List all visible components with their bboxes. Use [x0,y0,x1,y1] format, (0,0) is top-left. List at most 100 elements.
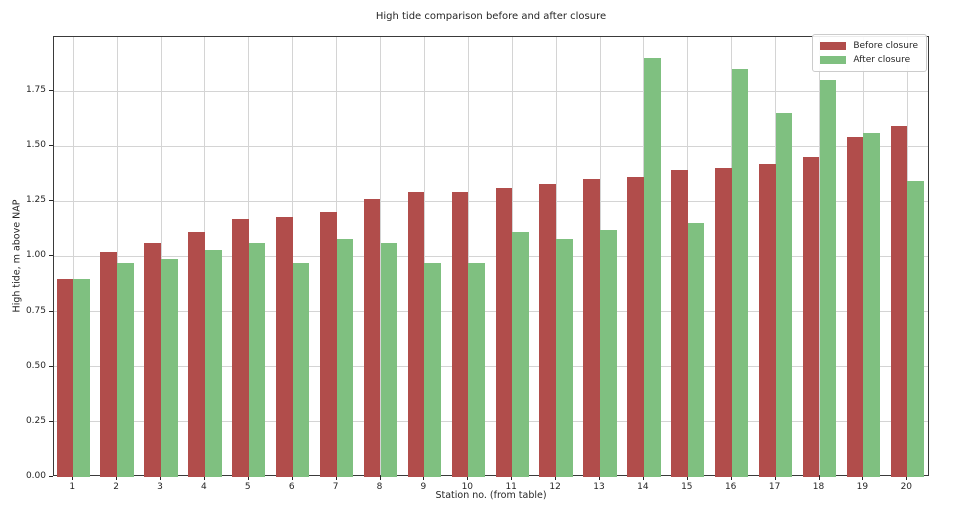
bar-before-closure-station-2 [100,252,118,477]
x-tick-mark [203,476,205,480]
grid-line-vertical [467,37,469,475]
x-tick-label: 15 [681,482,693,492]
bar-before-closure-station-3 [144,243,161,477]
bar-after-closure-station-18 [819,80,837,477]
grid-line-horizontal [54,145,928,147]
bar-before-closure-station-16 [715,168,732,477]
y-tick-label: 1.75 [25,85,46,96]
legend-swatch-before-closure [820,42,847,50]
x-tick-mark [423,476,425,480]
bar-after-closure-station-7 [336,238,354,477]
x-axis-label: Station no. (from table) [435,490,547,501]
y-tick-label: 1.50 [25,140,46,151]
legend-label-before-closure: Before closure [853,41,918,51]
x-tick-mark [686,476,688,480]
bar-after-closure-station-20 [907,181,924,477]
bar-after-closure-station-19 [863,132,881,477]
bar-before-closure-station-13 [583,179,600,477]
y-tick-label: 0.00 [25,471,46,481]
legend-item-after-closure: After closure [820,53,918,67]
x-tick-mark [72,476,74,480]
bar-after-closure-station-2 [117,263,134,477]
bar-before-closure-station-14 [627,177,644,477]
bar-before-closure-station-10 [451,192,469,477]
bar-after-closure-station-14 [643,57,661,477]
bar-before-closure-station-12 [539,183,557,477]
x-tick-label: 14 [637,482,649,492]
legend-item-before-closure: Before closure [820,39,918,53]
x-tick-label: 19 [856,482,869,492]
grid-line-vertical [423,37,425,475]
grid-line-horizontal [54,90,928,92]
bar-before-closure-station-1 [56,278,74,477]
bar-after-closure-station-12 [556,238,573,477]
x-tick-mark [730,476,732,480]
y-tick-mark [49,145,53,147]
grid-line-horizontal [54,311,928,313]
y-tick-mark [49,200,53,202]
grid-line-vertical [292,37,294,475]
y-tick-label: 1.25 [25,195,46,206]
x-tick-mark [379,476,381,480]
y-tick-mark [49,90,53,92]
bar-after-closure-station-13 [600,229,617,477]
bar-before-closure-station-15 [671,170,688,477]
plot-area: Before closure After closure [53,34,929,477]
x-tick-mark [511,476,513,480]
bar-before-closure-station-17 [758,163,776,477]
x-tick-mark [555,476,557,480]
grid-line-horizontal [54,255,928,257]
x-tick-label: 4 [201,482,207,492]
bar-before-closure-station-4 [188,232,205,477]
legend-label-after-closure: After closure [853,55,911,65]
x-tick-label: 2 [113,482,119,492]
bar-after-closure-station-1 [73,278,90,477]
y-tick-label: 0.50 [25,360,46,371]
bar-before-closure-station-20 [890,126,908,477]
bar-after-closure-station-15 [687,223,705,477]
x-tick-mark [467,476,469,480]
grid-line-horizontal [54,366,928,368]
bar-after-closure-station-9 [424,263,442,477]
x-tick-label: 6 [288,482,295,492]
x-tick-mark [906,476,908,480]
grid-line-horizontal [54,200,928,202]
y-tick-mark [49,420,53,422]
bar-before-closure-station-9 [407,192,425,477]
x-tick-mark [642,476,644,480]
x-tick-mark [774,476,776,480]
grid-line-vertical [116,37,118,475]
x-tick-mark [247,476,249,480]
y-axis-label: High tide, m above NAP [11,199,23,313]
x-tick-label: 20 [900,482,913,492]
bar-before-closure-station-18 [802,157,820,477]
bar-before-closure-station-19 [846,137,864,477]
bar-after-closure-station-10 [468,263,485,477]
x-tick-mark [335,476,337,480]
x-tick-mark [160,476,161,480]
y-tick-label: 1.00 [25,250,46,261]
grid-line-vertical [72,37,74,475]
x-tick-label: 18 [812,482,825,492]
y-tick-mark [49,365,53,367]
x-tick-label: 13 [593,482,605,492]
bar-after-closure-station-3 [161,258,178,477]
x-tick-label: 5 [244,482,251,492]
legend: Before closure After closure [812,34,927,72]
legend-swatch-after-closure [820,56,847,64]
x-tick-label: 8 [376,482,383,492]
x-tick-mark [599,476,600,480]
bar-after-closure-station-5 [248,243,266,477]
grid-line-horizontal [54,421,928,423]
bar-before-closure-station-6 [276,216,293,477]
x-tick-label: 17 [768,482,781,492]
x-tick-label: 10 [461,482,474,492]
x-tick-mark [291,476,293,480]
y-tick-label: 0.25 [25,415,46,426]
bar-after-closure-station-17 [775,113,793,477]
x-tick-label: 12 [549,482,561,492]
bar-before-closure-station-11 [495,188,513,477]
x-tick-mark [818,476,820,480]
bar-after-closure-station-8 [380,243,398,477]
